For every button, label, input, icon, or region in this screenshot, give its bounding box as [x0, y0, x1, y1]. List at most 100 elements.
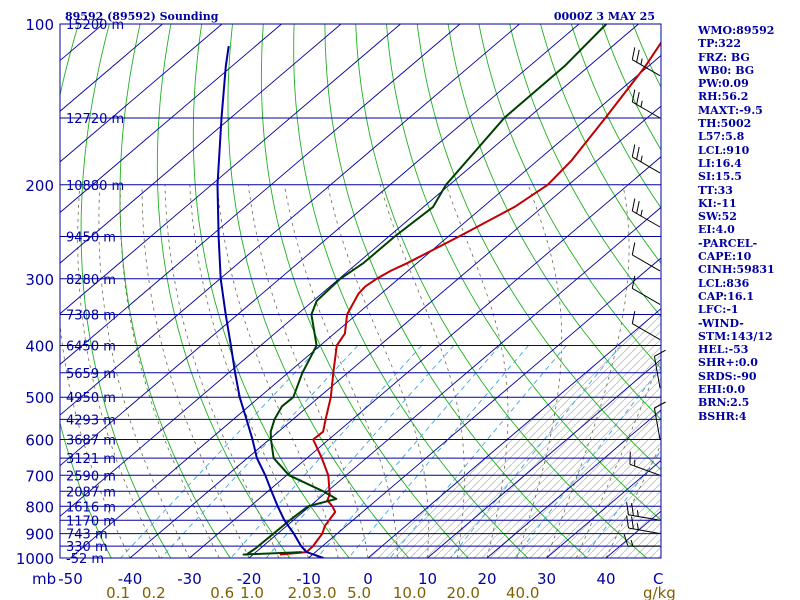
mixing-ratio-tick-label: 1.0 — [240, 584, 264, 600]
height-label: 5659 m — [66, 367, 116, 382]
wind-barb-half-flag — [640, 155, 643, 163]
wind-barb-flag — [631, 89, 636, 103]
moist-adiabat — [575, 356, 661, 558]
wind-barb-half-flag — [640, 58, 643, 65]
wind-barb — [631, 311, 661, 341]
height-label: -52 m — [66, 552, 104, 567]
pressure-tick-label: 900 — [25, 526, 54, 544]
height-label: 3687 m — [66, 434, 116, 449]
wind-barb-flag — [631, 198, 636, 212]
mixing-ratio-tick-label: 0.1 — [106, 584, 130, 600]
temperature-tick-label: -50 — [58, 570, 83, 588]
height-label: 4293 m — [66, 413, 116, 428]
moist-adiabat — [141, 184, 250, 558]
index-line: SRDS:-90 — [698, 369, 757, 383]
index-line: BRN:2.5 — [698, 396, 750, 410]
isobars — [60, 23, 661, 559]
isotherms — [60, 24, 661, 558]
index-line: -WIND- — [698, 316, 744, 330]
pressure-tick-label: 500 — [25, 389, 54, 407]
wind-barb-staff — [632, 101, 661, 119]
index-line: CAPE:10 — [698, 250, 752, 264]
wind-barb-half-flag — [630, 539, 634, 547]
temperature-tick-label: 20 — [477, 570, 496, 588]
wind-barb — [631, 89, 661, 119]
isotherm — [546, 459, 661, 558]
pressure-tick-label: 400 — [25, 338, 54, 356]
temperature-tick-label: 10 — [418, 570, 437, 588]
index-line: PW:0.09 — [698, 77, 749, 91]
height-label: 2087 m — [66, 485, 116, 500]
temperature-tick-label: 30 — [537, 570, 556, 588]
wind-barb — [653, 401, 666, 440]
pressure-tick-label: 200 — [25, 177, 54, 195]
pressure-tick-label: 700 — [25, 467, 54, 485]
height-label: 4950 m — [66, 391, 116, 406]
index-line: WB0: BG — [698, 63, 755, 77]
moist-adiabat — [379, 184, 465, 558]
wind-barb — [626, 515, 661, 535]
temperature-tick-label: -30 — [177, 570, 202, 588]
plot-frame — [59, 23, 662, 559]
isotherm — [60, 24, 342, 264]
wind-barb — [631, 144, 661, 174]
wind-barb-half-flag — [640, 100, 643, 108]
wind-barb — [653, 349, 666, 388]
wind-barb-flag — [636, 146, 640, 160]
height-label: 6450 m — [66, 340, 116, 355]
isotherm — [60, 24, 461, 365]
mixing-ratio-tick-label: 20.0 — [446, 584, 479, 600]
height-labels: 15200 m 12720 m 10880 m 9450 m 8280 m 7308 m 6… — [66, 18, 124, 567]
wind-barb — [623, 533, 660, 547]
wind-barb — [631, 47, 661, 77]
height-label: 8280 m — [66, 273, 116, 288]
isotherm — [60, 24, 639, 517]
wind-barb-flag — [654, 401, 666, 409]
index-line: SI:15.5 — [698, 170, 742, 184]
y-axis-unit: mb — [32, 570, 56, 588]
pressure-tick-label: 300 — [25, 271, 54, 289]
wind-barb-staff — [632, 254, 661, 272]
wind-barb-flag — [636, 200, 640, 214]
height-label: 2590 m — [66, 469, 116, 484]
wind-barb-flag — [636, 49, 640, 63]
temperature-axis: -50 -40 -30 -20 -10 0 10 20 30 40 — [58, 570, 615, 588]
isotherm — [248, 206, 661, 558]
isotherm — [60, 24, 223, 163]
height-label: 12720 m — [66, 112, 124, 127]
isotherm — [60, 24, 401, 315]
wind-barb-staff — [629, 463, 661, 476]
dewpoint-line — [242, 24, 608, 556]
wind-barb-staff — [632, 210, 661, 228]
index-line: CAP:16.1 — [698, 289, 755, 303]
wind-barb-staff — [628, 527, 661, 535]
wind-barb-flag — [631, 275, 636, 289]
mixing-ratio-tick-label: 5.0 — [347, 584, 371, 600]
index-line: FRZ: BG — [698, 50, 750, 64]
moist-adiabat — [98, 184, 190, 558]
pressure-tick-label: 1000 — [16, 550, 54, 568]
index-line: WMO:89592 — [698, 24, 775, 37]
x-axis-unit: C — [653, 570, 663, 588]
isotherm — [367, 308, 661, 558]
temperature-tick-label: -20 — [237, 570, 262, 588]
index-line: EI:4.0 — [698, 223, 735, 237]
indices-panel: WMO:89592 TP:322 FRZ: BG WB0: BG PW:0.09 RH:5… — [698, 24, 798, 423]
index-line: CINH:59831 — [698, 263, 775, 277]
mixing-ratio-tick-label: 0.2 — [142, 584, 166, 600]
wind-barb — [629, 451, 661, 476]
moist-adiabat — [516, 184, 563, 558]
isotherm — [427, 358, 661, 558]
index-line: KI:-11 — [698, 196, 737, 210]
temperature-tick-label: -10 — [296, 570, 321, 588]
mixing-ratio-unit: g/kg — [643, 584, 676, 600]
index-line: TT:33 — [698, 183, 733, 197]
temperature-tick-label: 40 — [596, 570, 615, 588]
wind-barb-flag — [636, 91, 640, 105]
wind-barb-flag — [631, 47, 636, 60]
moist-adiabat — [605, 443, 661, 558]
index-line: LCL:836 — [698, 276, 750, 290]
mixing-ratio-tick-label: 3.0 — [313, 584, 337, 600]
wind-barb — [631, 242, 661, 272]
index-line: LI:16.4 — [698, 156, 742, 170]
